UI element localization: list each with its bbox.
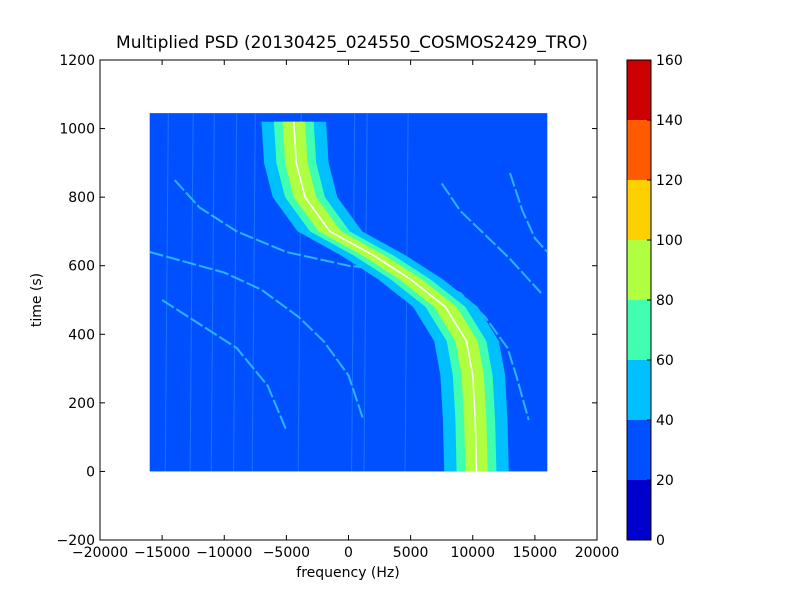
x-tick-label: 5000 bbox=[393, 545, 429, 561]
faint-signal-curve bbox=[509, 172, 549, 253]
colorbar-segment bbox=[627, 60, 651, 120]
x-tick-label: 10000 bbox=[450, 545, 495, 561]
colorbar-segment bbox=[627, 420, 651, 480]
y-tick-label: 1000 bbox=[59, 122, 95, 138]
colorbar-tick-label: 140 bbox=[656, 113, 683, 129]
colorbar-segment bbox=[627, 300, 651, 360]
colorbar: 0 20 40 60 80 100 120 140 160 bbox=[626, 53, 683, 549]
band-inner bbox=[282, 121, 488, 472]
band-core-line bbox=[293, 121, 478, 472]
x-tick-label: 20000 bbox=[575, 545, 620, 561]
x-axis: −20000 −15000 −10000 −5000 0 5000 10000 15000 20… bbox=[72, 60, 619, 561]
colorbar-tick-label: 120 bbox=[656, 173, 683, 189]
colorbar-tick-label: 80 bbox=[656, 293, 674, 309]
x-tick-label: 15000 bbox=[513, 545, 558, 561]
faint-signal-curve bbox=[161, 299, 288, 431]
colorbar-tick-label: 0 bbox=[656, 533, 665, 549]
y-axis-label: time (s) bbox=[29, 273, 45, 327]
chart-title: Multiplied PSD (20130425_024550_COSMOS24… bbox=[116, 33, 588, 53]
y-tick-label: 800 bbox=[68, 190, 95, 206]
x-tick-label: −15000 bbox=[134, 545, 190, 561]
vertical-artifact-line bbox=[164, 113, 169, 472]
vertical-artifact-line bbox=[233, 113, 238, 472]
colorbar-segment bbox=[627, 180, 651, 240]
vertical-artifact-line bbox=[363, 113, 368, 472]
band-mid bbox=[273, 121, 497, 472]
x-tick-label: 0 bbox=[344, 545, 353, 561]
faint-signal-curve bbox=[149, 251, 365, 421]
y-tick-label: 600 bbox=[68, 259, 95, 275]
heatmap-content bbox=[149, 113, 549, 472]
y-axis: −200 0 200 400 600 800 1000 1200 bbox=[57, 53, 597, 549]
colorbar-tick-label: 20 bbox=[656, 473, 674, 489]
x-tick-label: −20000 bbox=[72, 545, 128, 561]
x-tick-label: −5000 bbox=[263, 545, 310, 561]
vertical-artifact-line bbox=[351, 113, 356, 472]
y-tick-label: 0 bbox=[86, 464, 95, 480]
y-tick-label: 200 bbox=[68, 396, 95, 412]
vertical-artifact-line bbox=[189, 113, 194, 472]
vertical-artifact-line bbox=[210, 113, 215, 472]
colorbar-tick-label: 60 bbox=[656, 353, 674, 369]
colorbar-segment bbox=[627, 480, 651, 540]
colorbar-tick-label: 100 bbox=[656, 233, 683, 249]
y-tick-label: 400 bbox=[68, 327, 95, 343]
y-tick-label: −200 bbox=[57, 533, 95, 549]
y-tick-label: 1200 bbox=[59, 53, 95, 69]
x-axis-label: frequency (Hz) bbox=[296, 565, 399, 581]
colorbar-tick-label: 40 bbox=[656, 413, 674, 429]
colorbar-tick-label: 160 bbox=[656, 53, 683, 69]
faint-signal-curve bbox=[440, 182, 542, 294]
colorbar-segment bbox=[627, 120, 651, 180]
colorbar-segment bbox=[627, 240, 651, 300]
x-tick-label: −10000 bbox=[196, 545, 252, 561]
colorbar-segment bbox=[627, 360, 651, 420]
vertical-artifact-line bbox=[251, 113, 256, 472]
